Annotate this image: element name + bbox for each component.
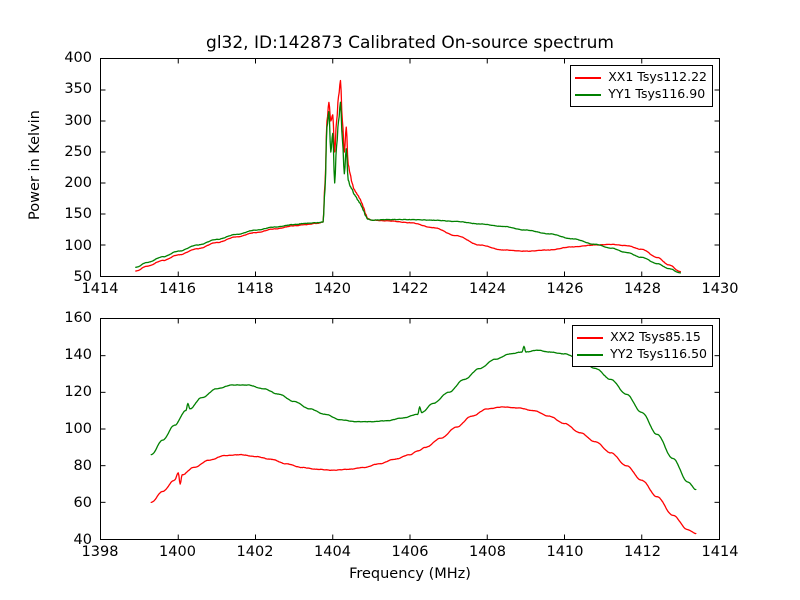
y-tick-label: 300	[64, 112, 92, 129]
legend-label: YY2 Tsys116.50	[610, 346, 707, 362]
bottom-panel-plot-area	[101, 319, 719, 539]
x-tick-label: 1418	[236, 281, 274, 297]
legend-entry[interactable]: YY1 Tsys116.90	[575, 86, 707, 103]
series-line	[135, 101, 682, 274]
legend-color-swatch	[575, 93, 602, 96]
legend-entry[interactable]: XX2 Tsys85.15	[577, 329, 707, 346]
y-tick-label: 120	[64, 384, 92, 400]
legend-entry[interactable]: XX1 Tsys112.22	[575, 69, 707, 86]
top-panel-plot-area	[101, 59, 719, 276]
x-tick-label: 1416	[159, 281, 196, 297]
x-tick-label: 1412	[624, 544, 661, 560]
y-tick-label: 100	[64, 237, 92, 254]
y-tick-label: 40	[73, 532, 92, 548]
figure-title: gl32, ID:142873 Calibrated On-source spe…	[206, 33, 614, 53]
x-tick-label: 1414	[81, 281, 119, 297]
x-tick-label: 1406	[391, 544, 429, 560]
x-tick-label: 1402	[236, 544, 274, 560]
legend-color-swatch	[577, 336, 604, 339]
x-tick-label: 1430	[701, 281, 739, 297]
x-tick-label: 1410	[546, 544, 584, 560]
legend-color-swatch	[575, 76, 602, 79]
x-tick-label: 1414	[701, 544, 739, 560]
x-tick-label: 1428	[624, 281, 661, 297]
y-tick-label: 80	[73, 458, 92, 474]
y-tick-label: 350	[64, 81, 92, 98]
y-tick-label: 160	[64, 310, 92, 326]
series-line	[150, 345, 697, 491]
x-tick-label: 1426	[546, 281, 584, 297]
x-tick-label: 1420	[314, 281, 351, 297]
series-line	[135, 79, 682, 273]
y-tick-label: 250	[64, 143, 92, 160]
y-tick-label: 50	[73, 269, 92, 285]
legend-entry[interactable]: YY2 Tsys116.50	[577, 346, 707, 363]
y-tick-label: 60	[73, 495, 92, 511]
y-tick-label: 400	[64, 50, 92, 66]
x-axis-label: Frequency (MHz)	[349, 566, 471, 582]
series-line	[150, 406, 697, 535]
top-panel-legend: XX1 Tsys112.22 YY1 Tsys116.90	[570, 65, 713, 107]
x-tick-label: 1398	[81, 544, 119, 560]
legend-label: YY1 Tsys116.90	[608, 86, 706, 102]
legend-label: XX2 Tsys85.15	[610, 329, 701, 345]
y-tick-label: 100	[64, 421, 92, 437]
bottom-panel-legend: XX2 Tsys85.15 YY2 Tsys116.50	[572, 325, 713, 367]
x-tick-label: 1404	[314, 544, 351, 560]
x-tick-label: 1422	[391, 281, 429, 297]
x-tick-label: 1424	[469, 281, 506, 297]
y-tick-label: 200	[64, 175, 92, 192]
x-tick-label: 1400	[159, 544, 196, 560]
x-tick-label: 1408	[469, 544, 506, 560]
top-panel-y-axis-label: Power in Kelvin	[27, 109, 43, 220]
y-tick-label: 140	[64, 347, 92, 363]
legend-color-swatch	[577, 353, 604, 356]
y-tick-label: 150	[64, 206, 92, 223]
legend-label: XX1 Tsys112.22	[608, 69, 707, 85]
